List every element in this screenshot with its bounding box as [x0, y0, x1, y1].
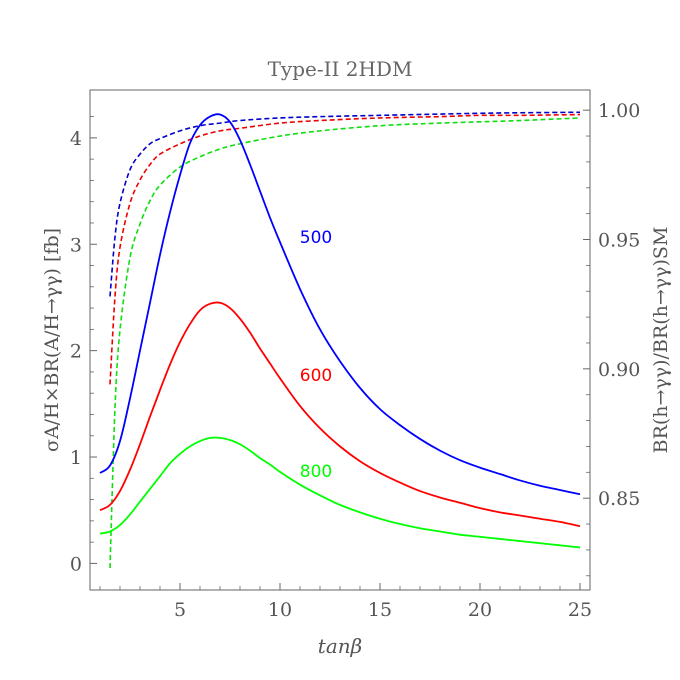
x-tick-label: 25	[568, 599, 592, 621]
y-axis-right: 0.85 0.90 0.95 1.00	[583, 100, 640, 577]
y-right-tick-label: 0.95	[598, 230, 640, 252]
y-axis-label-right: BR(h→γγ)/BR(h→γγ)SM	[650, 227, 672, 454]
x-tick-label: 10	[268, 599, 292, 621]
x-axis: 5 10 15 20 25	[99, 583, 592, 621]
y-right-tick-label: 1.00	[598, 100, 640, 122]
y-left-tick-label: 1	[70, 447, 82, 469]
y-axis-left: 0 1 2 3 4	[70, 116, 97, 575]
solid-curve-600	[99, 301, 581, 528]
dashed-curve-800	[109, 117, 581, 569]
y-left-tick-label: 0	[70, 553, 82, 575]
dashed-curve-500	[109, 111, 581, 297]
y-left-tick-label: 4	[70, 128, 82, 150]
y-axis-label-left: σA/H×BR(A/H→γγ) [fb]	[41, 228, 63, 452]
solid-curve-500	[99, 113, 581, 496]
y-right-tick-label: 0.90	[598, 359, 640, 381]
series-labels: 500 600 800	[300, 228, 332, 482]
dashed-curve-600	[109, 113, 581, 385]
x-axis-label: tanβ	[318, 634, 362, 658]
series-label-500: 500	[300, 228, 332, 248]
y-right-tick-label: 0.85	[598, 488, 640, 510]
series-label-800: 800	[300, 462, 332, 482]
x-tick-label: 20	[468, 599, 492, 621]
solid-curve-800	[99, 436, 581, 549]
y-left-tick-label: 2	[70, 341, 82, 363]
x-tick-label: 5	[174, 599, 186, 621]
y-left-tick-label: 3	[70, 234, 82, 256]
series-label-600: 600	[300, 366, 332, 386]
chart-title: Type-II 2HDM	[268, 57, 413, 81]
curves-layer	[99, 111, 581, 569]
x-tick-label: 15	[368, 599, 392, 621]
